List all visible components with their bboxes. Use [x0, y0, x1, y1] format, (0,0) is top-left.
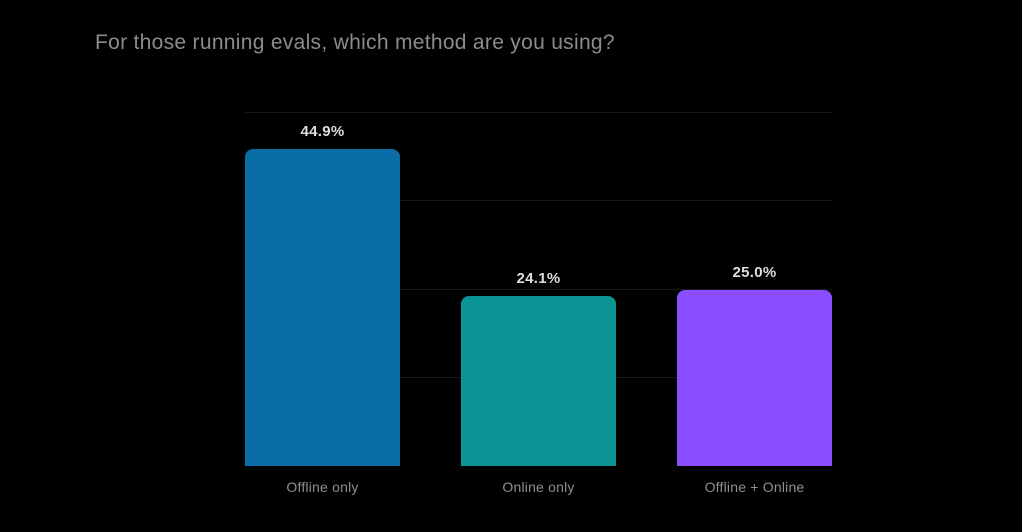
x-tick-label-offline-plus-online: Offline + Online [704, 479, 805, 495]
bar-value-label-offline-only: 44.9% [300, 123, 345, 141]
x-tick-label-online-only: Online only [502, 479, 575, 495]
gridline-50 [245, 112, 832, 113]
chart-title: For those running evals, which method ar… [95, 31, 615, 54]
gridline-37.5 [245, 200, 832, 202]
bar-group-offline-plus-online: 25.0% [677, 263, 832, 466]
bar-group-offline-only: 44.9% [245, 123, 400, 466]
bars-container: 44.9% 24.1% 25.0% [245, 113, 832, 466]
x-axis-tick-labels: Offline only Online only Offline + Online [245, 466, 832, 495]
plot-area: 44.9% 24.1% 25.0% [245, 112, 832, 466]
x-tick-label-offline-only: Offline only [286, 479, 359, 495]
bar-value-label-offline-plus-online: 25.0% [732, 263, 777, 281]
gridline-25 [245, 288, 832, 290]
bar-offline-plus-online [677, 289, 832, 466]
bar-value-label-online-only: 24.1% [516, 269, 561, 287]
bar-online-only [461, 295, 616, 466]
bar-offline-only [245, 149, 400, 466]
bar-group-online-only: 24.1% [461, 270, 616, 466]
